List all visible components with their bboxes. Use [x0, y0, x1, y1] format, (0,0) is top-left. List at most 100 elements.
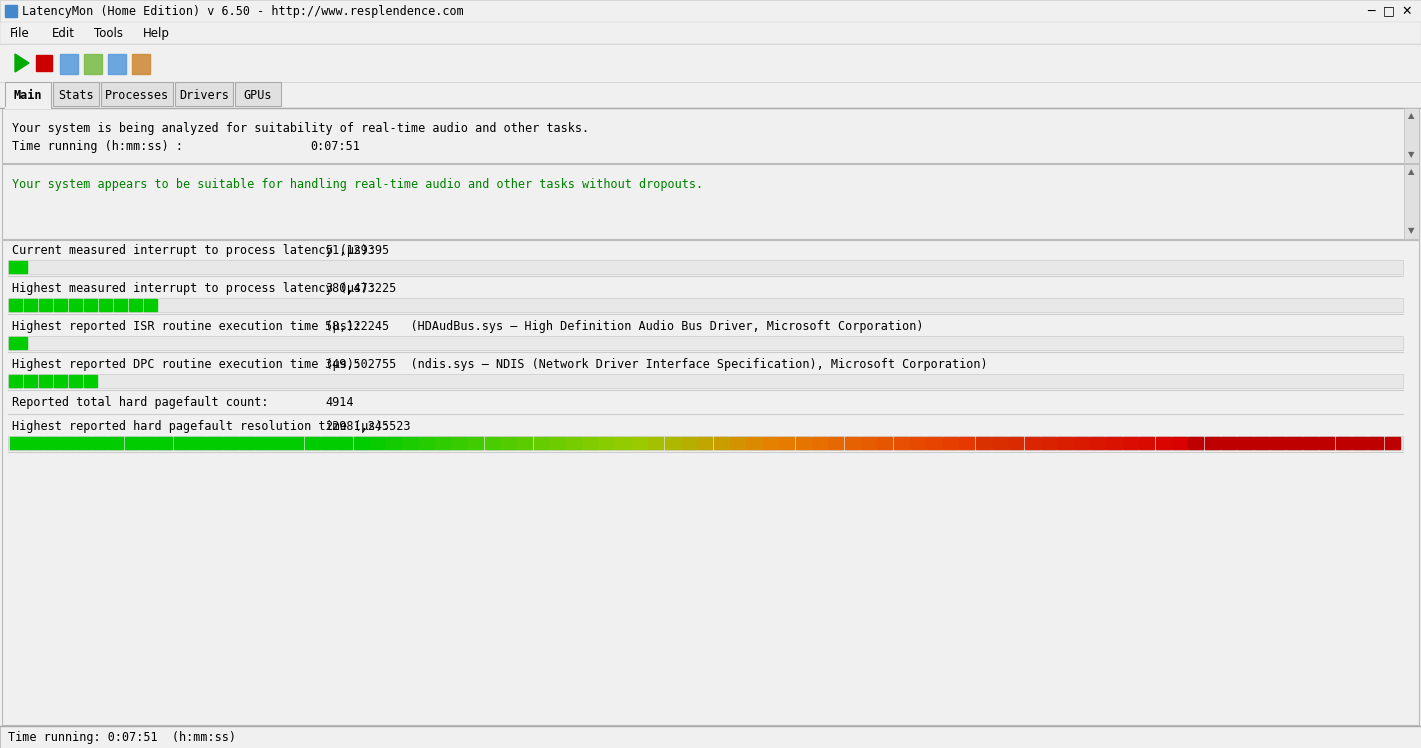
Text: File: File: [10, 26, 30, 40]
Bar: [369, 437, 385, 449]
Text: Time running: 0:07:51  (h:mm:ss): Time running: 0:07:51 (h:mm:ss): [9, 731, 236, 744]
Bar: [60, 437, 74, 449]
Bar: [1253, 437, 1269, 449]
Bar: [828, 437, 844, 449]
Bar: [517, 437, 533, 449]
Bar: [173, 437, 189, 449]
Bar: [1140, 437, 1154, 449]
Text: Stats: Stats: [58, 88, 94, 102]
Bar: [1368, 437, 1384, 449]
Bar: [1384, 437, 1400, 449]
Bar: [1404, 164, 1420, 239]
Bar: [615, 437, 631, 449]
Bar: [0, 44, 1421, 82]
Bar: [1042, 437, 1056, 449]
Bar: [234, 82, 281, 106]
Bar: [9, 299, 21, 311]
Bar: [271, 437, 287, 449]
Bar: [9, 336, 1403, 350]
Bar: [132, 54, 151, 74]
Bar: [6, 82, 51, 108]
Text: GPUs: GPUs: [244, 88, 273, 102]
Bar: [1221, 437, 1236, 449]
Bar: [1057, 437, 1073, 449]
Bar: [583, 437, 598, 449]
Bar: [9, 261, 27, 273]
Bar: [99, 299, 112, 311]
Bar: [158, 437, 172, 449]
Bar: [84, 375, 97, 387]
Text: Highest reported ISR routine execution time (µs):: Highest reported ISR routine execution t…: [11, 320, 361, 333]
Text: Reported total hard pagefault count:: Reported total hard pagefault count:: [11, 396, 269, 409]
Bar: [1009, 437, 1023, 449]
Bar: [9, 260, 1403, 274]
Bar: [648, 437, 664, 449]
Text: Help: Help: [142, 26, 169, 40]
Bar: [108, 54, 126, 74]
Bar: [567, 437, 581, 449]
Bar: [175, 82, 233, 106]
Bar: [681, 437, 696, 449]
Text: LatencyMon (Home Edition) v 6.50 - http://www.resplendence.com: LatencyMon (Home Edition) v 6.50 - http:…: [21, 4, 463, 17]
Bar: [108, 437, 124, 449]
Bar: [75, 437, 91, 449]
Bar: [190, 437, 205, 449]
Bar: [1188, 437, 1204, 449]
Bar: [53, 82, 99, 106]
Text: Your system is being analyzed for suitability of real-time audio and other tasks: Your system is being analyzed for suitab…: [11, 122, 590, 135]
Bar: [796, 437, 810, 449]
Bar: [698, 437, 712, 449]
Bar: [811, 437, 827, 449]
Bar: [1074, 437, 1088, 449]
Bar: [1, 240, 1420, 725]
Bar: [1090, 437, 1106, 449]
Bar: [402, 437, 418, 449]
Text: Drivers: Drivers: [179, 88, 229, 102]
Text: 4914: 4914: [325, 396, 354, 409]
Bar: [101, 82, 173, 106]
Bar: [1336, 437, 1351, 449]
Bar: [0, 726, 1421, 748]
Text: ✕: ✕: [1401, 4, 1412, 17]
Bar: [1238, 437, 1252, 449]
Bar: [288, 437, 303, 449]
Text: 51,129395: 51,129395: [325, 244, 389, 257]
Bar: [1, 108, 1420, 163]
Bar: [534, 437, 549, 449]
Bar: [0, 82, 1421, 108]
Bar: [114, 299, 126, 311]
Bar: [1025, 437, 1040, 449]
Bar: [70, 299, 82, 311]
Bar: [779, 437, 794, 449]
Bar: [468, 437, 483, 449]
Text: 349,502755  (ndis.sys – NDIS (Network Driver Interface Specification), Microsoft: 349,502755 (ndis.sys – NDIS (Network Dri…: [325, 358, 988, 371]
Bar: [435, 437, 450, 449]
Bar: [38, 375, 53, 387]
Bar: [1303, 437, 1317, 449]
Text: Highest reported DPC routine execution time (µs):: Highest reported DPC routine execution t…: [11, 358, 361, 371]
Bar: [600, 437, 614, 449]
Bar: [1270, 437, 1285, 449]
Text: Time running (h:mm:ss) :: Time running (h:mm:ss) :: [11, 140, 183, 153]
Bar: [54, 375, 67, 387]
Text: ▲: ▲: [1408, 168, 1414, 177]
Bar: [387, 437, 402, 449]
Text: Edit: Edit: [53, 26, 75, 40]
Bar: [27, 437, 41, 449]
Text: Current measured interrupt to process latency (µs):: Current measured interrupt to process la…: [11, 244, 375, 257]
Text: Highest reported hard pagefault resolution time (µs):: Highest reported hard pagefault resoluti…: [11, 420, 389, 433]
Bar: [1351, 437, 1367, 449]
Bar: [6, 5, 17, 17]
Bar: [223, 437, 237, 449]
Bar: [632, 437, 647, 449]
Bar: [206, 437, 222, 449]
Bar: [125, 437, 139, 449]
Bar: [38, 299, 53, 311]
Bar: [9, 298, 1403, 312]
Bar: [894, 437, 909, 449]
Text: 0:07:51: 0:07:51: [310, 140, 360, 153]
Bar: [10, 437, 26, 449]
Bar: [9, 374, 1403, 388]
Bar: [1123, 437, 1138, 449]
Bar: [959, 437, 975, 449]
